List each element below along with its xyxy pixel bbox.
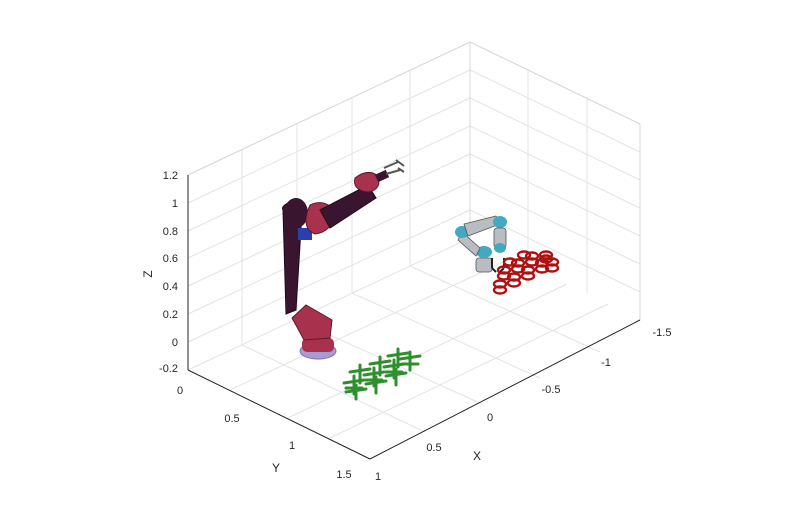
red-ring — [506, 272, 522, 282]
red-ring — [502, 257, 518, 267]
y-axis-ticks: 0 0.5 1 1.5 — [177, 385, 352, 481]
z-tick-label: 0.6 — [163, 253, 178, 265]
green-cross — [368, 355, 392, 377]
y-tick-label: 1 — [289, 440, 295, 452]
green-cross-objects[interactable] — [342, 347, 422, 401]
green-cross — [348, 363, 372, 385]
x-axis-label: X — [473, 449, 481, 463]
small-robot-arm[interactable] — [455, 215, 507, 273]
x-tick-label: -0.5 — [542, 384, 561, 396]
z-tick-label: 0.4 — [163, 281, 178, 293]
red-ring — [538, 250, 554, 260]
green-cross — [398, 350, 422, 372]
x-tick-label: 0.5 — [426, 442, 441, 454]
small-robot-base — [475, 257, 493, 273]
back-grid — [187, 41, 641, 460]
y-axis-label: Y — [272, 461, 280, 475]
z-axis-label: Z — [141, 270, 155, 277]
small-robot-joint — [494, 243, 506, 253]
robot-blue-accent — [298, 228, 312, 240]
red-ring — [492, 279, 508, 289]
red-ring — [524, 251, 540, 261]
red-ring-objects[interactable] — [492, 250, 560, 295]
red-ring — [496, 265, 512, 275]
x-tick-label: 1 — [375, 471, 381, 483]
robot-shoulder-joint — [284, 198, 308, 228]
robot-wrist-link — [374, 169, 390, 183]
x-axis-ticks: 1 0.5 0 -0.5 -1 -1.5 — [375, 327, 672, 483]
green-cross — [344, 383, 368, 401]
y-tick-label: 1.5 — [336, 469, 351, 481]
red-ring — [520, 265, 536, 275]
x-tick-label: -1 — [601, 357, 611, 369]
green-cross — [384, 367, 408, 387]
small-robot-joint — [493, 216, 507, 228]
z-tick-label: 1.2 — [163, 170, 178, 182]
z-tick-label: 0 — [172, 337, 178, 349]
red-ring — [516, 250, 532, 260]
robot-upper-link — [319, 184, 377, 229]
green-cross — [364, 375, 388, 395]
large-robot-arm[interactable] — [282, 159, 405, 360]
small-robot-joint — [476, 246, 492, 258]
y-tick-label: 0.5 — [224, 413, 239, 425]
z-tick-label: -0.2 — [159, 363, 178, 375]
red-ring — [510, 258, 526, 268]
robot-lower-link — [291, 304, 333, 341]
z-tick-label: 0.8 — [163, 226, 178, 238]
z-axis-ticks: 1.2 1 0.8 0.6 0.4 0.2 0 -0.2 — [159, 170, 178, 375]
red-ring — [544, 257, 560, 267]
z-tick-label: 0.2 — [163, 309, 178, 321]
robot-wrist-joint — [354, 172, 380, 193]
y-tick-label: 0 — [177, 385, 183, 397]
robot-gripper — [383, 159, 405, 175]
axes-box — [187, 41, 641, 460]
robot-base-collar — [302, 338, 334, 352]
x-tick-label: 0 — [487, 412, 493, 424]
green-cross — [386, 347, 410, 369]
z-tick-label: 1 — [172, 198, 178, 210]
x-tick-label: -1.5 — [653, 327, 672, 339]
